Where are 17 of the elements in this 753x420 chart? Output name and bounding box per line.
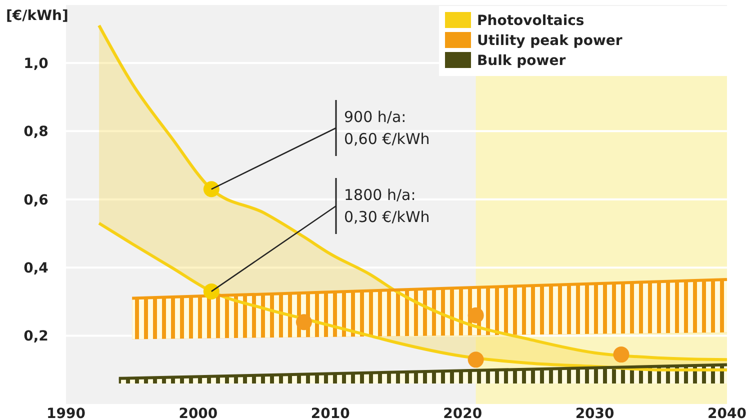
x-tick-label: 2040 [708,406,747,420]
legend-label: Utility peak power [477,33,622,49]
x-tick-label: 2000 [178,406,218,420]
x-tick-label: 1990 [46,406,86,420]
y-tick-label: 1,0 [24,56,49,72]
x-tick-label: 2030 [575,406,615,420]
legend-label: Photovoltaics [477,13,584,29]
y-tick-label: 0,6 [24,192,48,208]
annotation: 1800 h/a: 0,30 €/kWh [344,186,430,226]
y-tick-label: 0,2 [24,328,48,345]
x-tick-label: 2020 [443,406,482,420]
annotation: 900 h/a: 0,60 €/kWh [344,108,430,148]
legend-label: Bulk power [477,53,566,69]
y-tick-label: 0,8 [24,124,48,140]
y-axis-title: [€/kWh] [6,8,68,24]
y-tick-label: 0,4 [24,260,49,276]
x-tick-label: 2010 [310,406,350,420]
